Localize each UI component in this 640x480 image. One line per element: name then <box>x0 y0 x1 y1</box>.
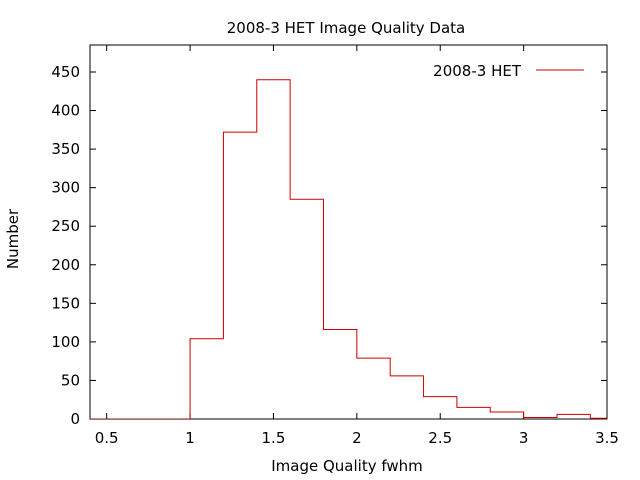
x-tick-label: 1 <box>185 429 195 447</box>
histogram-bin <box>223 132 256 419</box>
y-tick-label: 300 <box>51 179 80 197</box>
histogram-bin <box>390 376 423 419</box>
histogram-bin <box>290 199 323 419</box>
y-tick-label: 150 <box>51 294 80 312</box>
histogram-bin <box>557 414 590 419</box>
legend: 2008-3 HET <box>433 62 584 80</box>
legend-label: 2008-3 HET <box>433 62 522 80</box>
y-tick-label: 400 <box>51 102 80 120</box>
histogram-bin <box>357 358 390 419</box>
y-tick-label: 250 <box>51 217 80 235</box>
histogram-series-line <box>90 79 607 419</box>
x-tick-label: 3.5 <box>595 429 619 447</box>
x-tick-label: 0.5 <box>95 429 119 447</box>
y-tick-label: 450 <box>51 63 80 81</box>
plot-area <box>89 44 608 420</box>
chart-title: 2008-3 HET Image Quality Data <box>227 19 466 37</box>
x-axis-ticks: 0.5 1 1.5 2 2.5 3 3.5 <box>95 45 619 447</box>
histogram-bin <box>490 412 523 419</box>
x-tick-label: 1.5 <box>262 429 286 447</box>
histogram-bin <box>190 339 223 419</box>
y-axis-ticks: 0 50 100 150 200 250 300 350 400 450 <box>51 63 607 428</box>
histogram-bin <box>457 407 490 419</box>
series-layer <box>90 79 607 419</box>
x-tick-label: 2.5 <box>428 429 452 447</box>
y-axis-label: Number <box>4 208 22 269</box>
plot-frame <box>89 44 608 420</box>
y-tick-label: 50 <box>61 371 80 389</box>
y-tick-label: 100 <box>51 333 80 351</box>
y-tick-label: 0 <box>70 410 80 428</box>
x-axis-label: Image Quality fwhm <box>271 457 423 475</box>
histogram-bin <box>257 80 290 419</box>
x-tick-label: 3 <box>519 429 529 447</box>
y-tick-label: 200 <box>51 256 80 274</box>
y-tick-label: 350 <box>51 140 80 158</box>
histogram-bin <box>323 330 356 419</box>
x-tick-label: 2 <box>352 429 362 447</box>
